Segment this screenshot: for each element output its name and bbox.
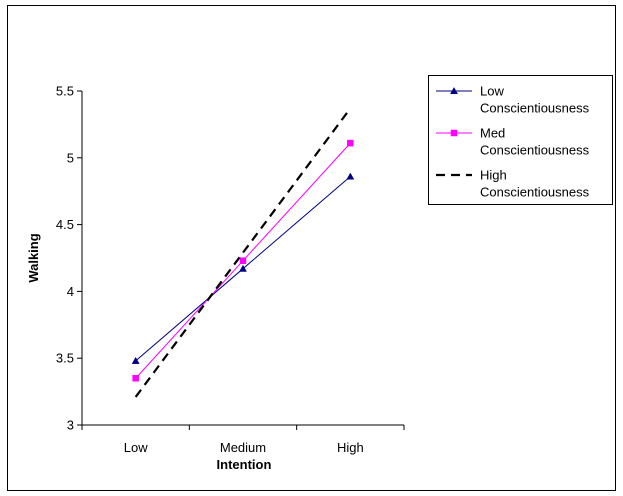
legend-marker xyxy=(450,129,458,137)
legend-label: Med Conscientiousness xyxy=(480,126,590,158)
x-tick-label: Low xyxy=(124,440,148,455)
data-point-marker xyxy=(347,139,354,147)
y-tick-label: 4 xyxy=(67,284,74,299)
legend: Low Conscientiousness Med Conscientiousness… xyxy=(428,75,613,205)
axes: 3 3.5 4 4.5 5 5.5 Low Medium High xyxy=(56,84,405,455)
y-tick-label: 3.5 xyxy=(56,351,74,366)
legend-label: Low Conscientiousness xyxy=(480,84,590,116)
x-axis-title: Intention xyxy=(217,457,272,472)
data-point-marker xyxy=(132,374,139,382)
data-point-marker xyxy=(131,356,140,364)
legend-box xyxy=(428,75,613,205)
x-tick-label: High xyxy=(337,440,364,455)
y-tick-label: 5.5 xyxy=(56,84,74,99)
y-tick-label: 5 xyxy=(67,150,74,165)
series-layer xyxy=(131,107,355,398)
y-tick-label: 4.5 xyxy=(56,217,74,232)
legend-label: High Conscientiousness xyxy=(480,168,590,200)
y-tick-label: 3 xyxy=(67,418,74,433)
data-point-marker xyxy=(239,257,247,264)
legend-marker xyxy=(450,86,458,95)
data-point-marker xyxy=(239,264,247,272)
x-tick-label: Medium xyxy=(220,440,266,455)
y-axis-title: Walking xyxy=(26,233,41,282)
data-point-marker xyxy=(346,172,355,180)
